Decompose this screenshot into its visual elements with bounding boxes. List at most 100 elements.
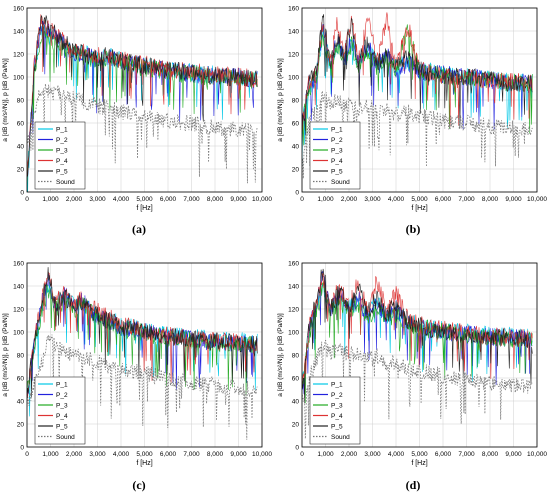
y-tick-label: 120	[288, 52, 299, 59]
x-tick-label: 4,000	[113, 196, 130, 203]
x-tick-label: 0	[25, 196, 29, 203]
x-tick-label: 4,000	[388, 451, 405, 458]
x-axis-label: f [Hz]	[136, 460, 152, 467]
x-axis-label: f [Hz]	[411, 460, 427, 467]
x-tick-label: 9,000	[230, 451, 247, 458]
panel-label-a: (a)	[132, 222, 146, 236]
x-tick-label: 4,000	[113, 451, 130, 458]
chart-panel-b: 0 1,000 2,000 3,000 4,000 5,000 6,000 7,000 8,00…	[275, 0, 547, 213]
y-tick-label: 100	[13, 330, 24, 337]
series-line-sound	[27, 334, 258, 440]
chart-panel-c: 0 1,000 2,000 3,000 4,000 5,000 6,000 7,000 8,00…	[0, 255, 272, 468]
y-tick-label: 20	[292, 422, 300, 429]
x-tick-label: 1,000	[42, 451, 59, 458]
series-line-sound	[302, 90, 533, 179]
series-line-p-5	[27, 15, 258, 178]
legend-box	[34, 376, 86, 445]
y-tick-label: 140	[288, 284, 299, 291]
x-tick-label: 10,000	[527, 196, 547, 203]
x-tick-label: 8,000	[207, 196, 224, 203]
legend-label: P_3	[331, 148, 343, 155]
legend: P_1 P_2 P_3 P_4 P_5 Sound	[34, 121, 86, 190]
y-tick-label: 40	[17, 144, 25, 151]
y-tick-label: 100	[288, 330, 299, 337]
y-tick-label: 160	[13, 6, 24, 13]
x-tick-label: 7,000	[458, 196, 475, 203]
y-tick-label: 0	[295, 445, 299, 452]
series-line-p-5	[302, 268, 533, 404]
series-line-sound	[302, 339, 533, 439]
x-tick-label: 0	[25, 451, 29, 458]
x-tick-label: 8,000	[482, 451, 499, 458]
legend-box	[309, 121, 361, 190]
y-tick-label: 80	[17, 353, 25, 360]
legend: P_1 P_2 P_3 P_4 P_5 Sound	[309, 376, 361, 445]
x-tick-label: 8,000	[207, 451, 224, 458]
y-tick-label: 160	[288, 6, 299, 13]
x-tick-label: 0	[300, 451, 304, 458]
chart-d-svg: 0 1,000 2,000 3,000 4,000 5,000 6,000 7,000 8,00…	[277, 261, 547, 468]
x-tick-label: 7,000	[183, 196, 200, 203]
y-tick-label: 0	[20, 445, 24, 452]
legend-label: P_2	[56, 137, 68, 144]
y-tick-label: 60	[17, 376, 25, 383]
legend-label: P_2	[56, 392, 68, 399]
y-tick-label: 120	[13, 307, 24, 314]
y-tick-label: 120	[288, 307, 299, 314]
y-tick-label: 20	[17, 167, 25, 174]
chart-panel-d: 0 1,000 2,000 3,000 4,000 5,000 6,000 7,000 8,00…	[275, 255, 547, 468]
y-tick-label: 20	[292, 167, 300, 174]
x-tick-label: 5,000	[411, 196, 428, 203]
x-tick-label: 1,000	[317, 451, 334, 458]
y-tick-label: 40	[17, 399, 25, 406]
series-group	[27, 267, 258, 440]
x-tick-label: 6,000	[435, 451, 452, 458]
x-axis-label: f [Hz]	[411, 205, 427, 212]
legend-label: Sound	[56, 179, 75, 186]
legend-label: P_1	[331, 382, 343, 389]
y-tick-label: 140	[13, 29, 24, 36]
series-group	[302, 12, 533, 179]
x-tick-label: 5,000	[411, 451, 428, 458]
axes-frame	[26, 262, 263, 448]
legend-label: P_4	[331, 413, 343, 420]
series-line-p-4	[302, 12, 533, 137]
y-tick-label: 120	[13, 52, 24, 59]
panel-label-d: (d)	[405, 478, 421, 492]
series-group	[27, 14, 258, 192]
legend-label: P_2	[331, 137, 343, 144]
y-tick-label: 140	[288, 29, 299, 36]
axes-frame	[301, 262, 538, 448]
x-tick-label: 3,000	[89, 196, 106, 203]
y-tick-label: 100	[288, 75, 299, 82]
x-tick-label: 3,000	[364, 451, 381, 458]
y-tick-label: 40	[292, 399, 300, 406]
x-tick-label: 10,000	[527, 451, 547, 458]
x-tick-label: 6,000	[435, 196, 452, 203]
series-line-sound	[27, 83, 258, 184]
legend-label: Sound	[331, 434, 350, 441]
x-tick-label: 2,000	[66, 196, 83, 203]
legend-label: P_3	[56, 148, 68, 155]
x-tick-label: 5,000	[136, 196, 153, 203]
legend-label: P_4	[56, 413, 68, 420]
panel-label-c: (c)	[132, 478, 146, 492]
legend-label: P_4	[56, 158, 68, 165]
legend-label: P_3	[56, 403, 68, 410]
x-tick-label: 4,000	[388, 196, 405, 203]
series-line-p-5	[27, 267, 258, 398]
y-tick-label: 60	[292, 121, 300, 128]
y-tick-label: 160	[13, 261, 24, 268]
x-tick-label: 10,000	[252, 451, 272, 458]
legend-label: P_5	[331, 169, 343, 176]
x-tick-label: 10,000	[252, 196, 272, 203]
x-tick-label: 6,000	[160, 196, 177, 203]
legend-label: P_1	[56, 382, 68, 389]
legend-label: P_1	[331, 127, 343, 134]
chart-panel-a: 0 1,000 2,000 3,000 4,000 5,000 6,000 7,000 8,00…	[0, 0, 272, 213]
y-tick-label: 20	[17, 422, 25, 429]
x-tick-label: 3,000	[364, 196, 381, 203]
y-axis-label: a [dB (m/s²/N)], p [dB (Pa/N)]	[277, 313, 284, 397]
series-group	[302, 268, 533, 439]
y-tick-label: 160	[288, 261, 299, 268]
